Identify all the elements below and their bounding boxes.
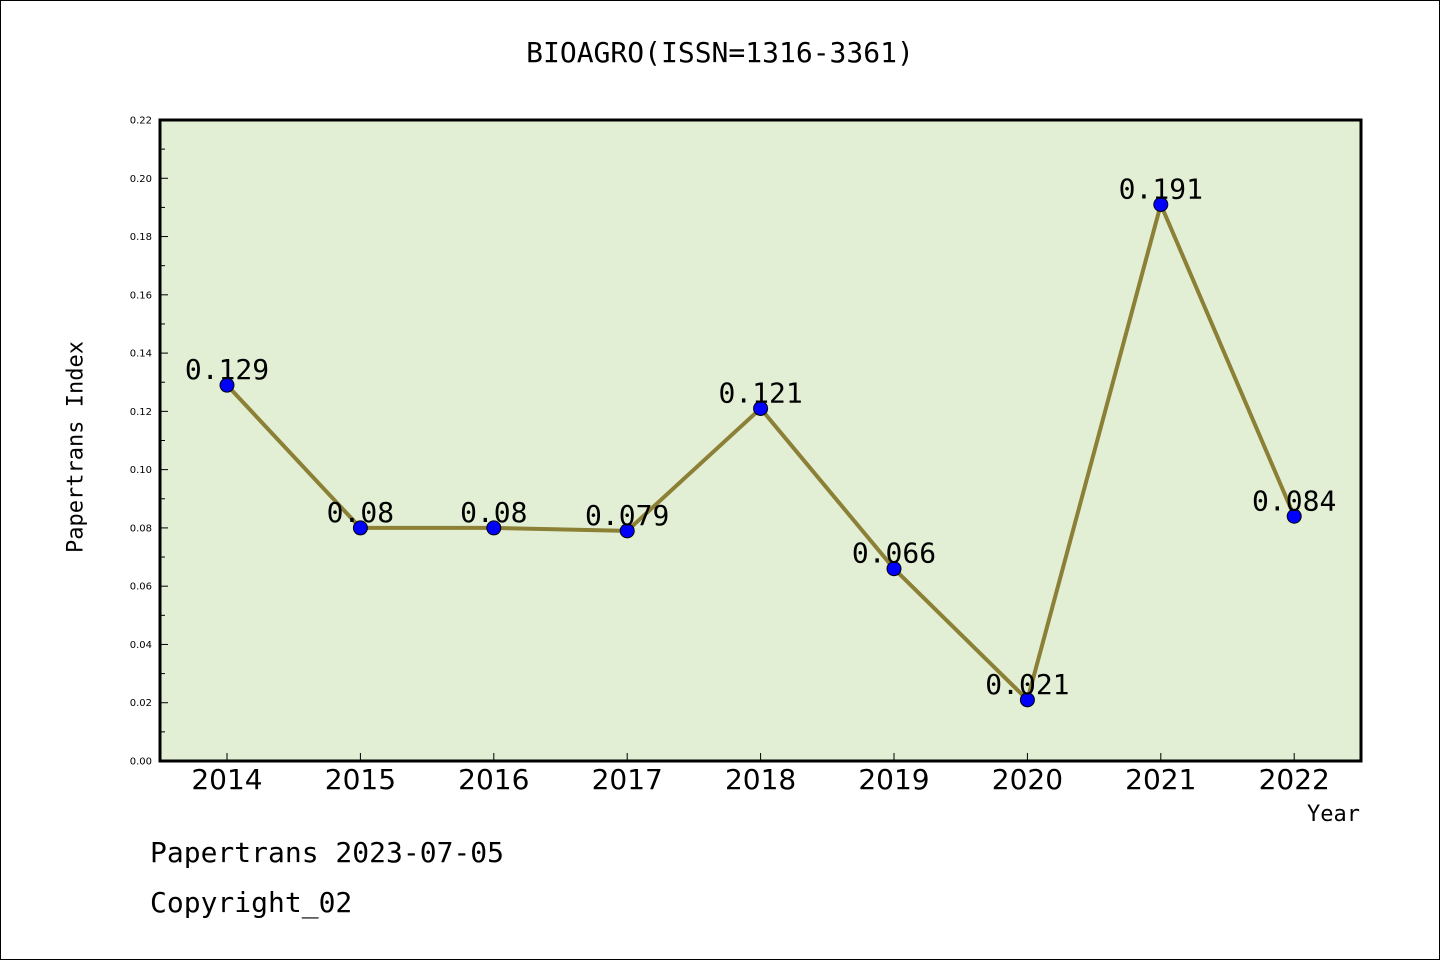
- data-points: [219, 196, 1302, 708]
- y-tick-label: 0.20: [130, 174, 152, 185]
- x-axis-label: Year: [1307, 802, 1360, 827]
- data-label: 0.121: [718, 376, 802, 409]
- plot-area: [158, 118, 1363, 763]
- data-label: 0.129: [185, 353, 269, 386]
- data-label: 0.08: [460, 496, 527, 529]
- data-point: [1019, 692, 1035, 708]
- data-point: [886, 561, 902, 577]
- data-label: 0.084: [1252, 484, 1336, 517]
- data-point: [1153, 196, 1169, 212]
- footer-copyright: Copyright_02: [150, 886, 353, 919]
- y-tick-label: 0.10: [130, 465, 152, 476]
- x-tick-label: 2015: [325, 763, 396, 796]
- y-tick-label: 0.22: [130, 116, 152, 127]
- x-tick-label: 2016: [458, 763, 529, 796]
- data-label: 0.191: [1119, 172, 1203, 205]
- y-axis: 0.00 0.02 0.04 0.06 0.08 0.10 0.12 0.14 0.16 0.18…: [130, 116, 168, 768]
- y-tick-label: 0.16: [130, 290, 152, 301]
- footer-date: Papertrans 2023-07-05: [150, 836, 505, 869]
- data-label: 0.066: [852, 537, 936, 570]
- x-axis: 2014 2015 2016 2017 2018 2019 2020 2021 2022: [191, 753, 1330, 796]
- y-tick-label: 0.08: [130, 523, 152, 534]
- y-tick-label: 0.02: [130, 698, 152, 709]
- x-tick-label: 2021: [1125, 763, 1196, 796]
- x-tick-label: 2017: [592, 763, 663, 796]
- y-tick-label: 0.18: [130, 232, 152, 243]
- y-tick-label: 0.04: [130, 640, 152, 651]
- chart-title: BIOAGRO(ISSN=1316-3361): [526, 36, 914, 69]
- data-label: 0.08: [327, 496, 394, 529]
- data-point: [753, 400, 769, 416]
- data-point: [619, 523, 635, 539]
- y-tick-label: 0.12: [130, 407, 152, 418]
- data-label: 0.021: [985, 668, 1069, 701]
- x-tick-label: 2022: [1259, 763, 1330, 796]
- x-tick-label: 2019: [858, 763, 929, 796]
- y-tick-label: 0.06: [130, 582, 152, 593]
- data-point: [219, 377, 235, 393]
- x-tick-label: 2020: [992, 763, 1063, 796]
- data-point: [352, 520, 368, 536]
- x-tick-label: 2014: [191, 763, 262, 796]
- y-tick-label: 0.00: [130, 757, 152, 768]
- x-tick-label: 2018: [725, 763, 796, 796]
- data-label: 0.079: [585, 499, 669, 532]
- data-labels: 0.129 0.08 0.08 0.079 0.121 0.066 0.021 0.191 0.…: [185, 172, 1336, 700]
- data-point: [1286, 508, 1302, 524]
- data-point: [486, 520, 502, 536]
- y-tick-label: 0.14: [130, 349, 152, 360]
